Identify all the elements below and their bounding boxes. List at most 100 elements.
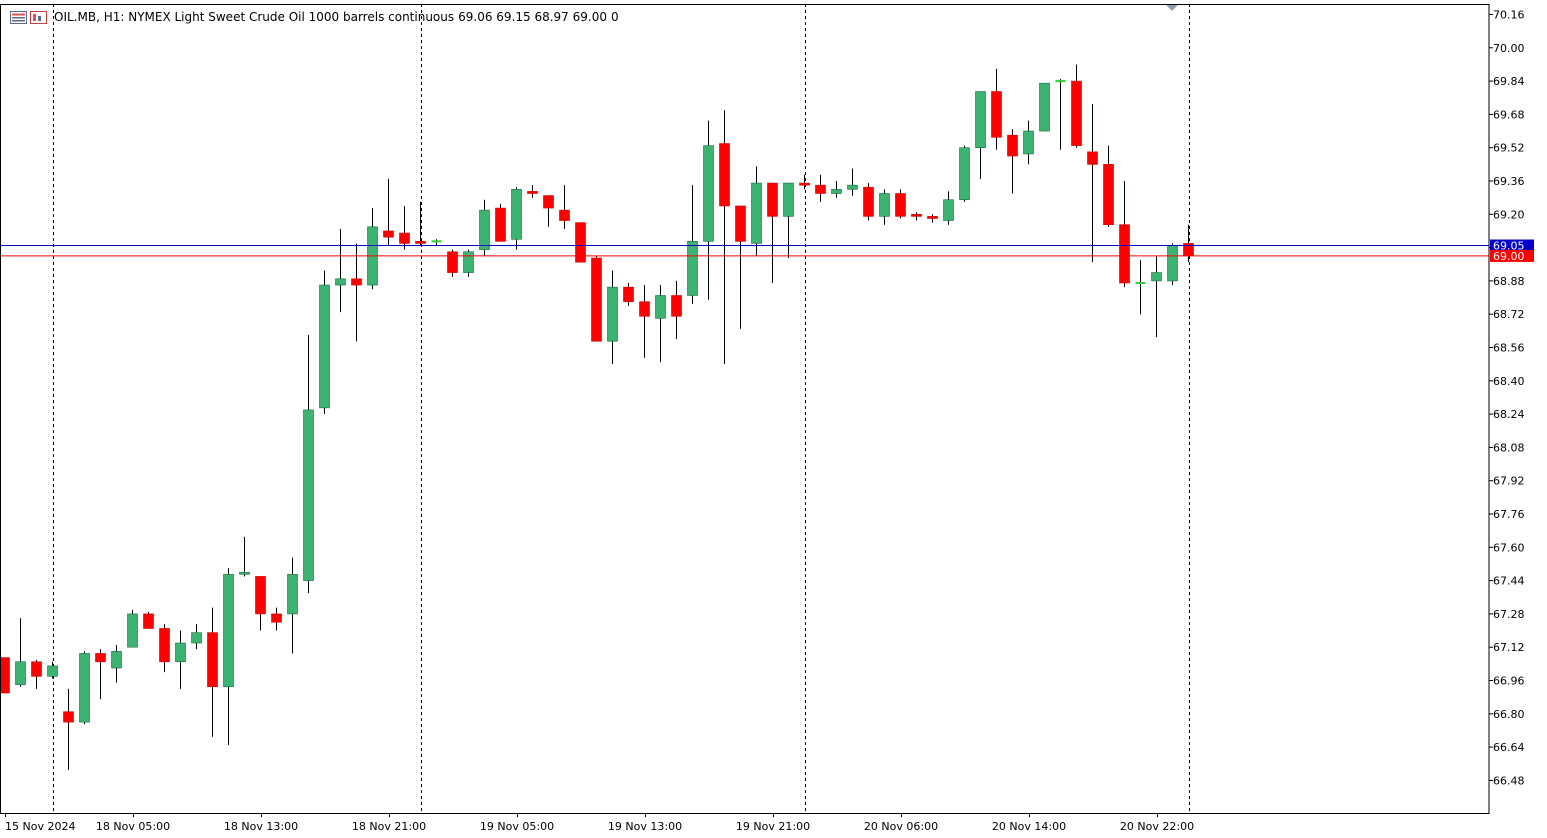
candle-body (735, 205, 746, 242)
bull-candle (463, 249, 474, 277)
y-tick-label: 67.92 (1493, 475, 1525, 488)
bear-candle (863, 183, 874, 221)
candle-body (815, 184, 826, 194)
bear-candle (991, 68, 1002, 150)
bear-candle (447, 249, 458, 277)
candle-body (63, 711, 74, 723)
y-tick-label: 66.48 (1493, 774, 1525, 787)
x-tick-label: 18 Nov 21:00 (352, 820, 426, 833)
candle-body (1071, 80, 1082, 146)
bear-candle (623, 282, 634, 306)
chart-header: OIL.MB, H1: NYMEX Light Sweet Crude Oil … (10, 8, 619, 26)
plot-border (0, 4, 1490, 814)
candle-body (527, 191, 538, 194)
candle-body (1087, 151, 1098, 165)
bull-candle (1167, 243, 1178, 286)
bull-candle (1039, 82, 1050, 132)
bull-candle (223, 568, 234, 746)
shift-marker-icon[interactable] (1166, 5, 1178, 11)
bear-candle (31, 659, 42, 689)
bull-candle (703, 120, 714, 300)
symbol-info: OIL.MB, H1: NYMEX Light Sweet Crude Oil … (54, 10, 455, 24)
candle-body (287, 574, 298, 615)
bull-candle (303, 335, 314, 594)
bull-candle (111, 645, 122, 683)
candle-body (719, 143, 730, 207)
y-tick-label: 68.24 (1493, 408, 1525, 421)
candle-body (0, 657, 10, 694)
bear-candle (271, 607, 282, 631)
bear-candle (527, 185, 538, 198)
candle-body (143, 613, 154, 629)
price-lines-group (0, 245, 1489, 257)
bull-candle (607, 270, 618, 365)
bear-candle (1071, 64, 1082, 148)
x-tick-label: 18 Nov 13:00 (224, 820, 298, 833)
candle-body (191, 632, 202, 644)
candle-body (559, 209, 570, 221)
y-tick-label: 68.40 (1493, 375, 1525, 388)
time-axis[interactable]: 15 Nov 2024 18 Nov 05:00 18 Nov 13:00 18 No… (5, 813, 1194, 833)
symbol-list-icon[interactable] (10, 10, 27, 24)
y-tick-label: 70.00 (1493, 42, 1525, 55)
candle-body (351, 278, 362, 286)
candle-body (1151, 272, 1162, 282)
bear-candle (383, 178, 394, 246)
bid-price-tag: 69.05 (1490, 239, 1534, 253)
chart-window-icon[interactable] (30, 10, 47, 24)
y-tick-label: 68.08 (1493, 441, 1525, 454)
x-tick-label: 20 Nov 06:00 (864, 820, 938, 833)
bear-candle (399, 205, 410, 250)
day-separator-group (53, 4, 1190, 813)
candle-body (607, 286, 618, 342)
bull-candle (479, 199, 490, 256)
candle-body (543, 195, 554, 209)
y-tick-label: 67.60 (1493, 541, 1525, 554)
bull-candle (191, 624, 202, 650)
bear-candle (0, 657, 10, 694)
chart-frame (0, 4, 1490, 814)
bull-candle (1135, 260, 1146, 315)
candle-body (927, 216, 938, 219)
bear-candle (495, 203, 506, 242)
y-tick-label: 66.64 (1493, 741, 1525, 754)
candle-body (687, 241, 698, 296)
candle-body (655, 295, 666, 319)
bull-candle (655, 285, 666, 363)
price-axis[interactable]: 70.1670.0069.8469.6869.5269.3669.2069.04… (1489, 9, 1525, 788)
bear-candle (543, 195, 554, 227)
candle-body (991, 91, 1002, 138)
bear-candle (95, 649, 106, 700)
y-tick-label: 68.72 (1493, 308, 1525, 321)
x-tick-label: 18 Nov 05:00 (96, 820, 170, 833)
candle-body (415, 241, 426, 244)
candle-body (1039, 82, 1050, 132)
bid-tag-bg (1490, 239, 1534, 252)
x-tick-label: 19 Nov 13:00 (608, 820, 682, 833)
candle-body (799, 182, 810, 186)
bear-candle (255, 576, 266, 631)
bull-candle (287, 557, 298, 654)
candle-body (591, 257, 602, 342)
bull-candle (15, 618, 26, 687)
bear-candle (671, 280, 682, 340)
candle-body (15, 661, 26, 685)
candle-body (1023, 130, 1034, 155)
candle-body (623, 286, 634, 303)
bear-candle (895, 189, 906, 219)
candle-body (159, 628, 170, 663)
candle-body (447, 251, 458, 273)
x-tick-label: 20 Nov 14:00 (992, 820, 1066, 833)
candle-body (975, 91, 986, 148)
y-tick-label: 66.80 (1493, 708, 1525, 721)
candle-body (95, 653, 106, 663)
candle-body (303, 409, 314, 581)
candle-body (863, 186, 874, 217)
bull-candle (511, 187, 522, 250)
candle-body (495, 207, 506, 242)
candle-body (463, 251, 474, 273)
bear-candle (63, 688, 74, 770)
candle-body (1007, 134, 1018, 157)
